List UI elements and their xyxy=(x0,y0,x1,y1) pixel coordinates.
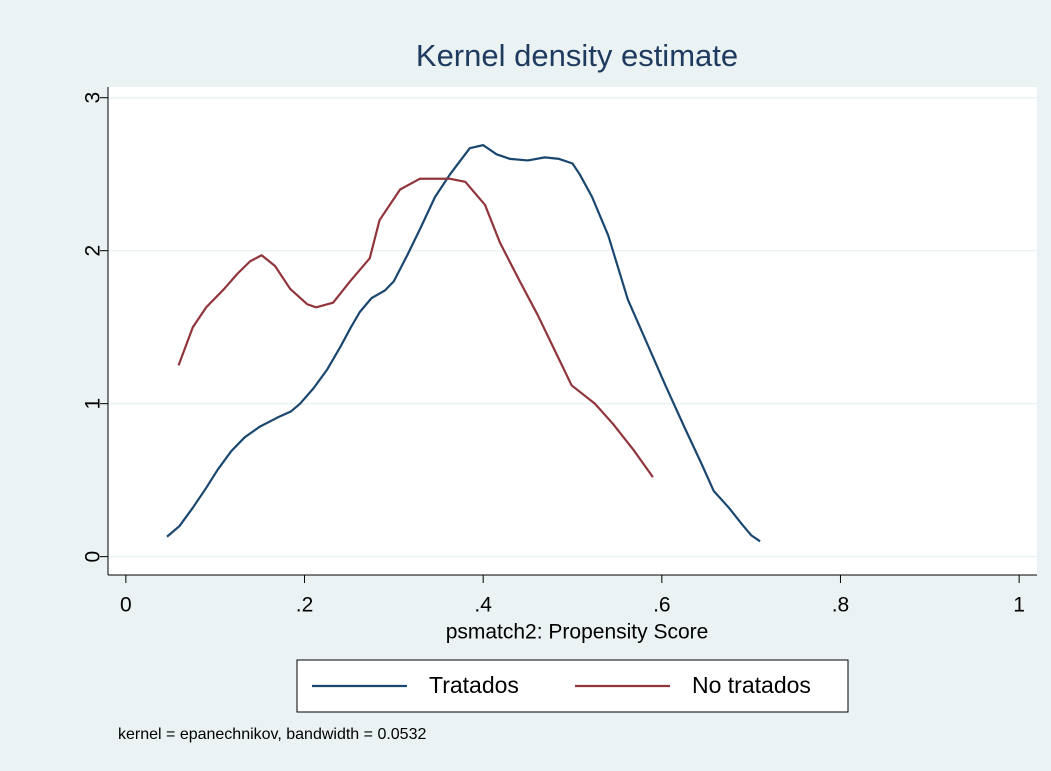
series-line xyxy=(166,144,761,543)
y-tick-label: 2 xyxy=(82,245,105,257)
x-tick-label: 1 xyxy=(1013,594,1025,617)
note: kernel = epanechnikov, bandwidth = 0.053… xyxy=(118,726,426,743)
legend-label: No tratados xyxy=(692,672,811,698)
series-line xyxy=(177,177,654,478)
chart-title: Kernel density estimate xyxy=(416,38,738,73)
y-tick-label: 3 xyxy=(82,92,105,104)
legend-label: Tratados xyxy=(429,672,519,698)
x-tick-label: .6 xyxy=(653,594,671,617)
x-tick-label: .2 xyxy=(296,594,314,617)
x-tick-label: .4 xyxy=(474,594,492,617)
x-tick-label: 0 xyxy=(120,594,132,617)
x-tick-label: .8 xyxy=(832,594,850,617)
plot-area xyxy=(108,87,1037,575)
y-tick-label: 0 xyxy=(82,551,105,563)
y-tick-label: 1 xyxy=(82,398,105,410)
x-axis-label: psmatch2: Propensity Score xyxy=(446,621,709,644)
